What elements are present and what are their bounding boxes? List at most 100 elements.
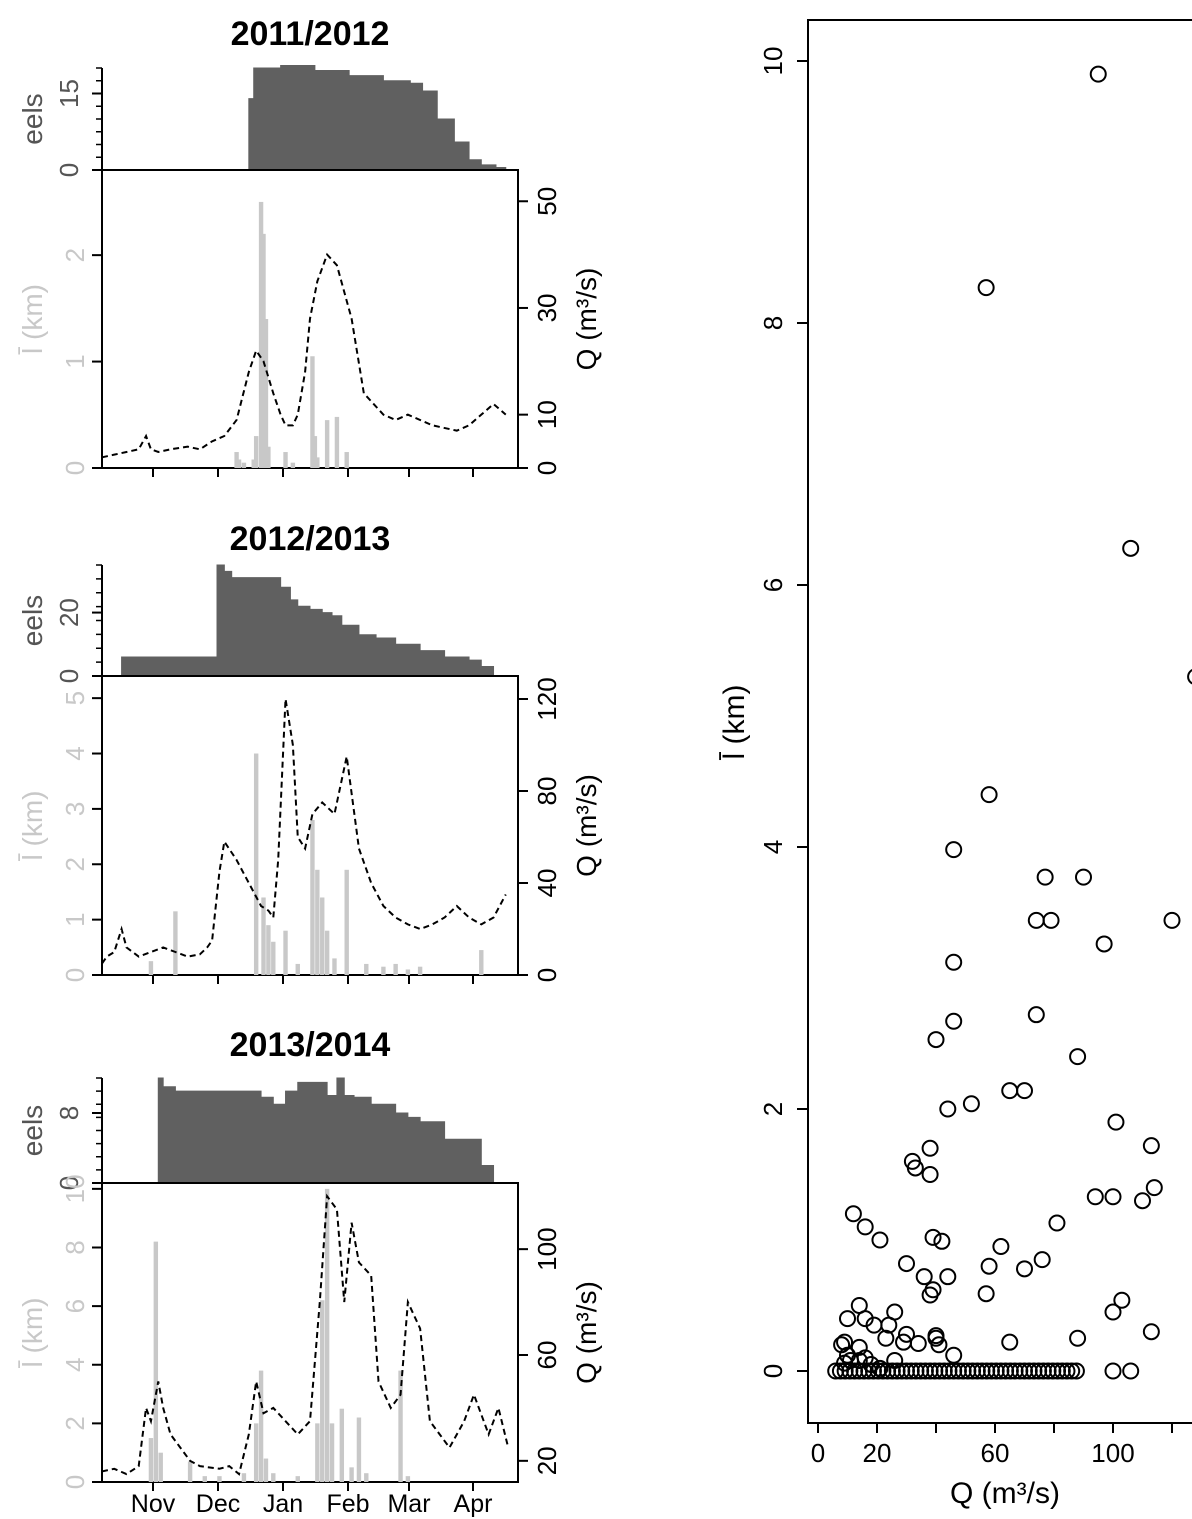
scatter-point <box>1027 911 1045 929</box>
eels-panel-2012-ylabel: eels <box>17 595 48 646</box>
flow-panel-2012-bar <box>479 950 484 975</box>
flow-panel-2012-right-tick-label: 40 <box>532 869 562 898</box>
flow-panel-2013-bar <box>349 1467 354 1482</box>
scatter-ylabel: l̄ (km) <box>718 685 751 761</box>
scatter-point <box>839 1310 856 1328</box>
flow-panel-2013-bar <box>263 1458 269 1482</box>
scatter-point <box>898 1255 915 1273</box>
flow-panel-2011-bar <box>241 462 247 468</box>
eels-panel-2012-area <box>102 564 495 677</box>
flow-panel-2012-ylabel-right: Q (m³/s) <box>571 774 602 877</box>
flow-panel-2011-bar <box>310 356 315 468</box>
flow-panel-2013-bar <box>320 1300 325 1482</box>
scatter-x-tick-label: 60 <box>981 1438 1010 1468</box>
flow-panel-2013-right-tick-label: 60 <box>532 1341 562 1370</box>
flow-panel-2012-bar <box>405 969 411 975</box>
scatter-point <box>933 1232 951 1250</box>
flow-panel-2012-bar <box>295 963 300 975</box>
scatter-point <box>1095 935 1113 953</box>
scatter-point <box>906 1159 924 1177</box>
flow-panel-2011-left-tick-label: 0 <box>60 461 90 475</box>
eels-panel-2013-tick-label: 8 <box>54 1106 84 1120</box>
flow-panel-2012-bar <box>271 941 276 975</box>
flow-panel-2011-bar <box>251 459 256 468</box>
scatter-point <box>1142 1137 1160 1155</box>
title-2012-2013: 2012/2013 <box>230 520 391 558</box>
flow-panel-2012-bar <box>315 869 320 975</box>
flow-panel-2013-bar <box>315 1423 320 1482</box>
scatter-x-tick-label: 100 <box>1091 1438 1134 1468</box>
flow-panel-2013-bar <box>187 1461 193 1482</box>
title-2011-2012: 2011/2012 <box>231 15 390 53</box>
scatter-point <box>1122 539 1140 557</box>
scatter-y-tick-label: 4 <box>758 840 788 854</box>
flow-panel-2012-bar <box>253 753 259 975</box>
eels-panel-2011-tick-label: 15 <box>54 79 84 108</box>
scatter-point <box>1036 868 1054 886</box>
scatter-point <box>1001 1333 1019 1351</box>
flow-panel-2013-left-tick-label: 10 <box>60 1174 90 1203</box>
flow-panel-2012-bar <box>344 869 349 975</box>
scatter-point-zero <box>1063 1362 1081 1380</box>
flow-panel-2011-bar <box>283 452 288 468</box>
flow-panel-2013-left-tick-label: 2 <box>60 1416 90 1430</box>
flow-panel-2012-left-tick-label: 5 <box>60 691 90 705</box>
flow-panel-2013-bar <box>158 1452 163 1482</box>
scatter-point <box>1069 1329 1087 1347</box>
scatter-point <box>877 1329 895 1347</box>
flow-panel-2013-right-tick-label: 100 <box>532 1227 562 1270</box>
flow-panel-2012-bar <box>266 925 271 975</box>
flow-panel-2012-bar <box>417 966 423 975</box>
month-label-dec: Dec <box>196 1490 240 1518</box>
month-label-jan: Jan <box>263 1490 303 1518</box>
flow-panel-2012-bar <box>310 819 315 975</box>
scatter-point-zero <box>1067 1362 1085 1380</box>
flow-panel-2013-ylabel-left: l̄ (km) <box>17 1298 48 1369</box>
eels-panel-2013-ylabel: eels <box>17 1105 48 1156</box>
flow-panel-2012-left-tick-label: 0 <box>60 968 90 982</box>
flow-panel-2012-bar <box>261 897 266 975</box>
flow-panel-2013-right-tick-label: 20 <box>532 1446 562 1475</box>
scatter-point <box>921 1139 939 1157</box>
scatter-point <box>939 1100 957 1118</box>
flow-panel-2011-right-tick-label: 50 <box>532 187 562 216</box>
scatter-point <box>1145 1179 1163 1197</box>
scatter-xlabel: Q (m³/s) <box>950 1477 1060 1510</box>
scatter-point <box>1107 1113 1125 1131</box>
flow-panel-2012-frame <box>101 675 519 976</box>
eels-panel-2012-tick-label: 20 <box>54 598 84 627</box>
scatter-point <box>945 1346 963 1364</box>
scatter-point <box>1016 1260 1033 1278</box>
flow-panel-2012-bar <box>381 966 386 975</box>
flow-panel-2011-right-tick-label: 0 <box>532 461 562 475</box>
flow-panel-2012-left-tick-label: 2 <box>60 857 90 871</box>
scatter-point <box>909 1334 927 1352</box>
flow-panel-2013-bar <box>258 1370 264 1482</box>
scatter-y-tick-label: 2 <box>758 1102 788 1116</box>
eels-panel-2011-tick-label: 0 <box>54 163 84 177</box>
flow-panel-2013-left-tick-label: 0 <box>60 1475 90 1489</box>
flow-panel-2011-left-tick-label: 1 <box>60 354 90 368</box>
scatter-point <box>1016 1082 1033 1100</box>
flow-panel-2011-bar <box>258 201 264 468</box>
flow-panel-2013-bar <box>405 1476 411 1482</box>
eels-panel-2012-tick-label: 0 <box>54 669 84 683</box>
scatter-point <box>945 841 963 859</box>
scatter-point <box>1163 911 1181 929</box>
scatter-point <box>898 1325 915 1343</box>
scatter-point-zero <box>1104 1362 1122 1380</box>
scatter-point <box>945 1012 963 1030</box>
flow-panel-2011-ylabel-right: Q (m³/s) <box>571 268 602 371</box>
flow-panel-2012-left-tick-label: 1 <box>60 912 90 926</box>
flow-panel-2013-left-tick-label: 8 <box>60 1240 90 1254</box>
eels-panel-2013-area <box>102 1077 495 1184</box>
scatter-point <box>1042 911 1060 929</box>
flow-panel-2013-bar <box>356 1417 362 1482</box>
scatter-point <box>962 1095 980 1113</box>
scatter-y-tick-label: 8 <box>758 316 788 330</box>
flow-panel-2011-flow-line <box>101 252 507 459</box>
flow-panel-2012-bar <box>324 930 330 975</box>
scatter-point <box>1134 1192 1151 1210</box>
flow-panel-2013-bar <box>148 1438 154 1482</box>
flow-panel-2012-bar <box>148 961 154 975</box>
